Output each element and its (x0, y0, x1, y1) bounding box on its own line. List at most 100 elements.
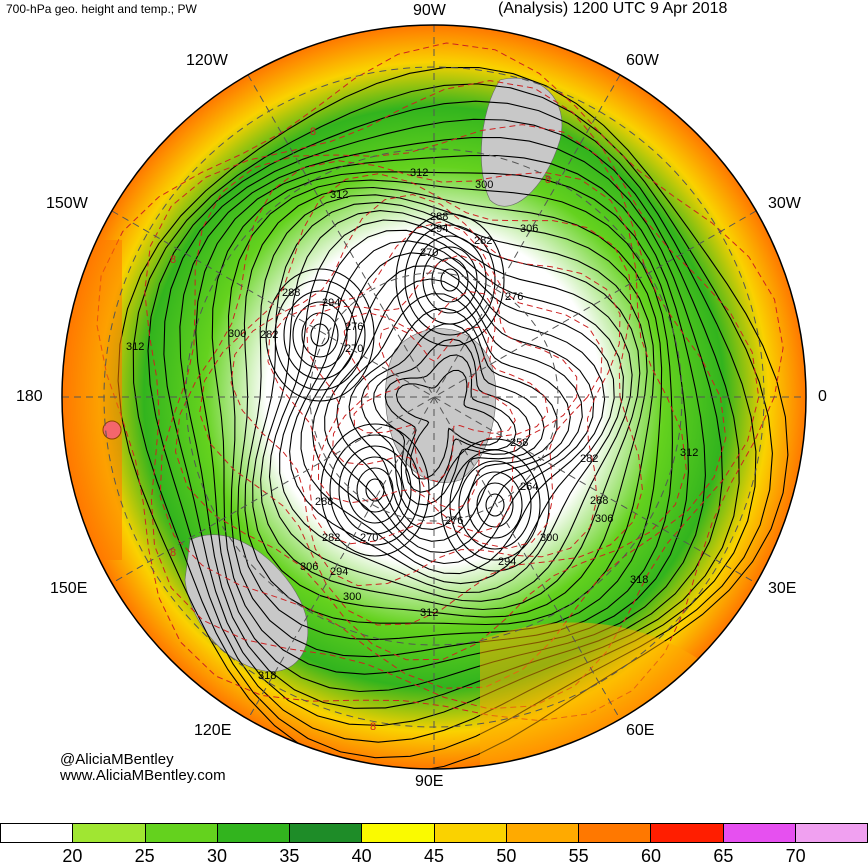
height-contour (348, 307, 558, 530)
lon-label-150w: 150W (46, 195, 88, 212)
contour-label: 306 (300, 561, 318, 573)
colorbar-cell (650, 823, 724, 843)
height-contour (237, 186, 663, 641)
contour-label: 312 (330, 189, 348, 201)
height-contour (300, 252, 606, 575)
closed-low-contour (431, 257, 469, 303)
lon-label-180: 180 (16, 388, 43, 405)
colorbar-tick-label: 65 (713, 846, 734, 866)
colorbar-tick-label: 60 (640, 846, 662, 866)
colorbar-cell (216, 823, 290, 843)
contour-label: 318 (630, 574, 648, 586)
height-contour (252, 201, 648, 618)
contour-labels: 312 300 312 294 288 306 282 270 276 288 294 312 276 2… (126, 126, 698, 733)
closed-low-contour (395, 213, 505, 347)
contour-label: 282 (322, 532, 340, 544)
closed-low-contour (310, 323, 330, 347)
contour-label: 8 (170, 254, 176, 266)
contour-label: 306 (595, 513, 613, 525)
colorbar-cell (794, 823, 868, 843)
contour-label: 312 (126, 341, 144, 353)
contour-label: 276 (345, 321, 363, 333)
closed-low-contour (413, 235, 487, 325)
height-contour (384, 354, 517, 493)
height-contour (244, 194, 655, 626)
contour-label: 300 (475, 179, 493, 191)
contour-label: 264 (520, 481, 538, 493)
right-title: (Analysis) 1200 UTC 9 Apr 2018 (498, 0, 728, 17)
colorbar-tick-label: 20 (62, 846, 83, 866)
contour-label: 282 (474, 235, 492, 247)
contour-label: 300 (343, 591, 361, 603)
closed-low-contour (292, 301, 348, 369)
contour-label: 282 (580, 453, 598, 465)
closed-low-contour (422, 246, 478, 314)
colorbar-tick-label: 50 (496, 846, 517, 866)
contour-label: 8 (545, 174, 551, 186)
height-contour (373, 338, 531, 506)
contour-label: 294 (330, 566, 348, 578)
contour-label: 312 (420, 607, 438, 619)
closed-low-contour (467, 471, 523, 539)
colorbar-tick-label: 30 (206, 846, 228, 866)
height-contour (336, 293, 571, 542)
lon-label-150e: 150E (50, 580, 88, 597)
closed-low-contour (404, 224, 496, 336)
closed-low-contour (356, 467, 394, 513)
contour-label: 276 (505, 291, 523, 303)
lon-label-60w: 60W (626, 52, 659, 69)
graticule (62, 25, 806, 769)
closed-low-contour (458, 460, 532, 550)
lon-label-60e: 60E (626, 722, 655, 739)
colorbar-cell (722, 823, 796, 843)
colorbar (0, 823, 868, 843)
contour-label: 8 (310, 126, 316, 138)
colorbar-cell (144, 823, 218, 843)
left-title: 700-hPa geo. height and temp.; PW (6, 2, 197, 16)
colorbar-cell (433, 823, 507, 843)
height-contour (361, 323, 545, 518)
height-contour (289, 240, 615, 585)
pw-warm-asia (480, 622, 700, 769)
colorbar-cell (289, 823, 363, 843)
contour-label: 276 (445, 515, 463, 527)
contour-label: 294 (322, 297, 340, 309)
colorbar-ticks: 20 25 30 35 40 45 50 55 60 65 70 (0, 846, 868, 866)
colorbar-cell (361, 823, 435, 843)
closed-low-contour (329, 434, 421, 546)
contour-label: 318 (258, 670, 276, 682)
closed-low-contour (440, 268, 460, 292)
contour-label: 294 (430, 223, 448, 235)
credit-website: www.AliciaMBentley.com (60, 767, 226, 784)
map-boundary (61, 24, 807, 770)
contour-label: 294 (498, 556, 516, 568)
lon-label-90w: 90W (413, 2, 446, 19)
colorbar-tick-label: 70 (785, 846, 806, 866)
contour-label: 8 (170, 547, 176, 559)
closed-low-contour (347, 456, 403, 524)
closed-low-contour (365, 478, 385, 502)
height-contour (395, 369, 502, 480)
lon-label-30w: 30W (768, 195, 801, 212)
contour-label: 288 (282, 287, 300, 299)
contour-label: 300 (540, 532, 558, 544)
closed-low-contour (338, 445, 412, 535)
temperature-contour (230, 193, 621, 587)
contour-label: 8 (370, 721, 376, 733)
colorbar-tick-label: 40 (351, 846, 372, 866)
contour-label: 258 (510, 437, 528, 449)
colorbar-cell (72, 823, 146, 843)
colorbar-cell (0, 823, 74, 843)
height-contour (311, 265, 595, 565)
closed-low-contour (449, 449, 541, 561)
colorbar-cell (505, 823, 579, 843)
closed-low-contour (320, 423, 430, 557)
contour-label: 288 (315, 496, 333, 508)
closed-low-contour (265, 268, 375, 402)
colorbar-tick-label: 55 (568, 846, 589, 866)
contour-label: 270 (360, 532, 378, 544)
colorbar-cell (578, 823, 652, 843)
height-contour (279, 229, 624, 594)
height-contour (268, 219, 633, 602)
